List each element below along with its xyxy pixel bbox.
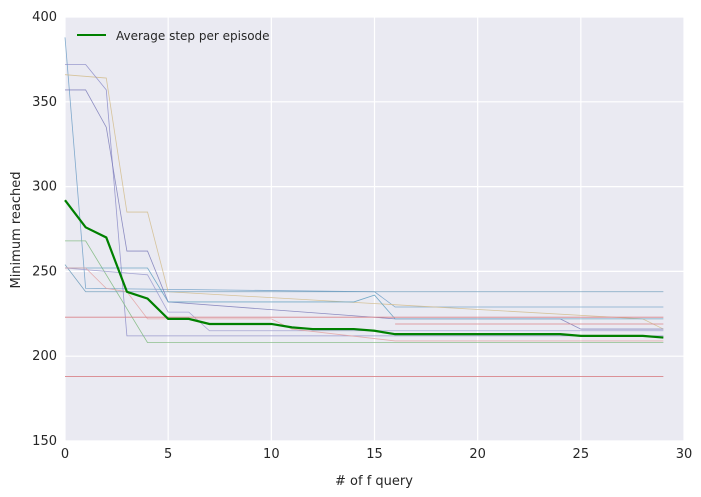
y-tick-label: 400 (32, 10, 57, 25)
x-tick-label: 10 (263, 447, 280, 462)
average-series (64, 199, 664, 339)
y-tick-label: 200 (32, 349, 57, 364)
x-tick-label: 25 (573, 447, 590, 462)
run-line (64, 267, 664, 332)
y-tick-label: 150 (32, 434, 57, 449)
y-tick-label: 250 (32, 264, 57, 279)
x-axis-label: # of f query (335, 474, 413, 489)
y-tick-label: 300 (32, 180, 57, 195)
run-line (65, 240, 664, 344)
y-tick-labels: 150 200 250 300 350 400 (32, 10, 57, 449)
x-tick-labels: 0 5 10 15 20 25 30 (61, 447, 692, 462)
grid-lines (64, 16, 685, 442)
y-axis-label: Minimum reached (9, 171, 24, 288)
run-line (64, 264, 664, 293)
x-tick-label: 30 (676, 447, 693, 462)
x-tick-label: 5 (164, 447, 172, 462)
run-line (65, 267, 664, 320)
run-line (65, 267, 664, 342)
y-tick-label: 350 (32, 95, 57, 110)
x-tick-label: 0 (61, 447, 69, 462)
run-line (65, 64, 664, 337)
run-lines (64, 37, 664, 344)
run-line (65, 89, 664, 330)
x-tick-label: 15 (366, 447, 383, 462)
legend: Average step per episode (77, 29, 270, 43)
legend-label: Average step per episode (116, 29, 270, 43)
reference-lines (65, 316, 664, 377)
x-tick-label: 20 (469, 447, 486, 462)
average-line (64, 199, 664, 339)
